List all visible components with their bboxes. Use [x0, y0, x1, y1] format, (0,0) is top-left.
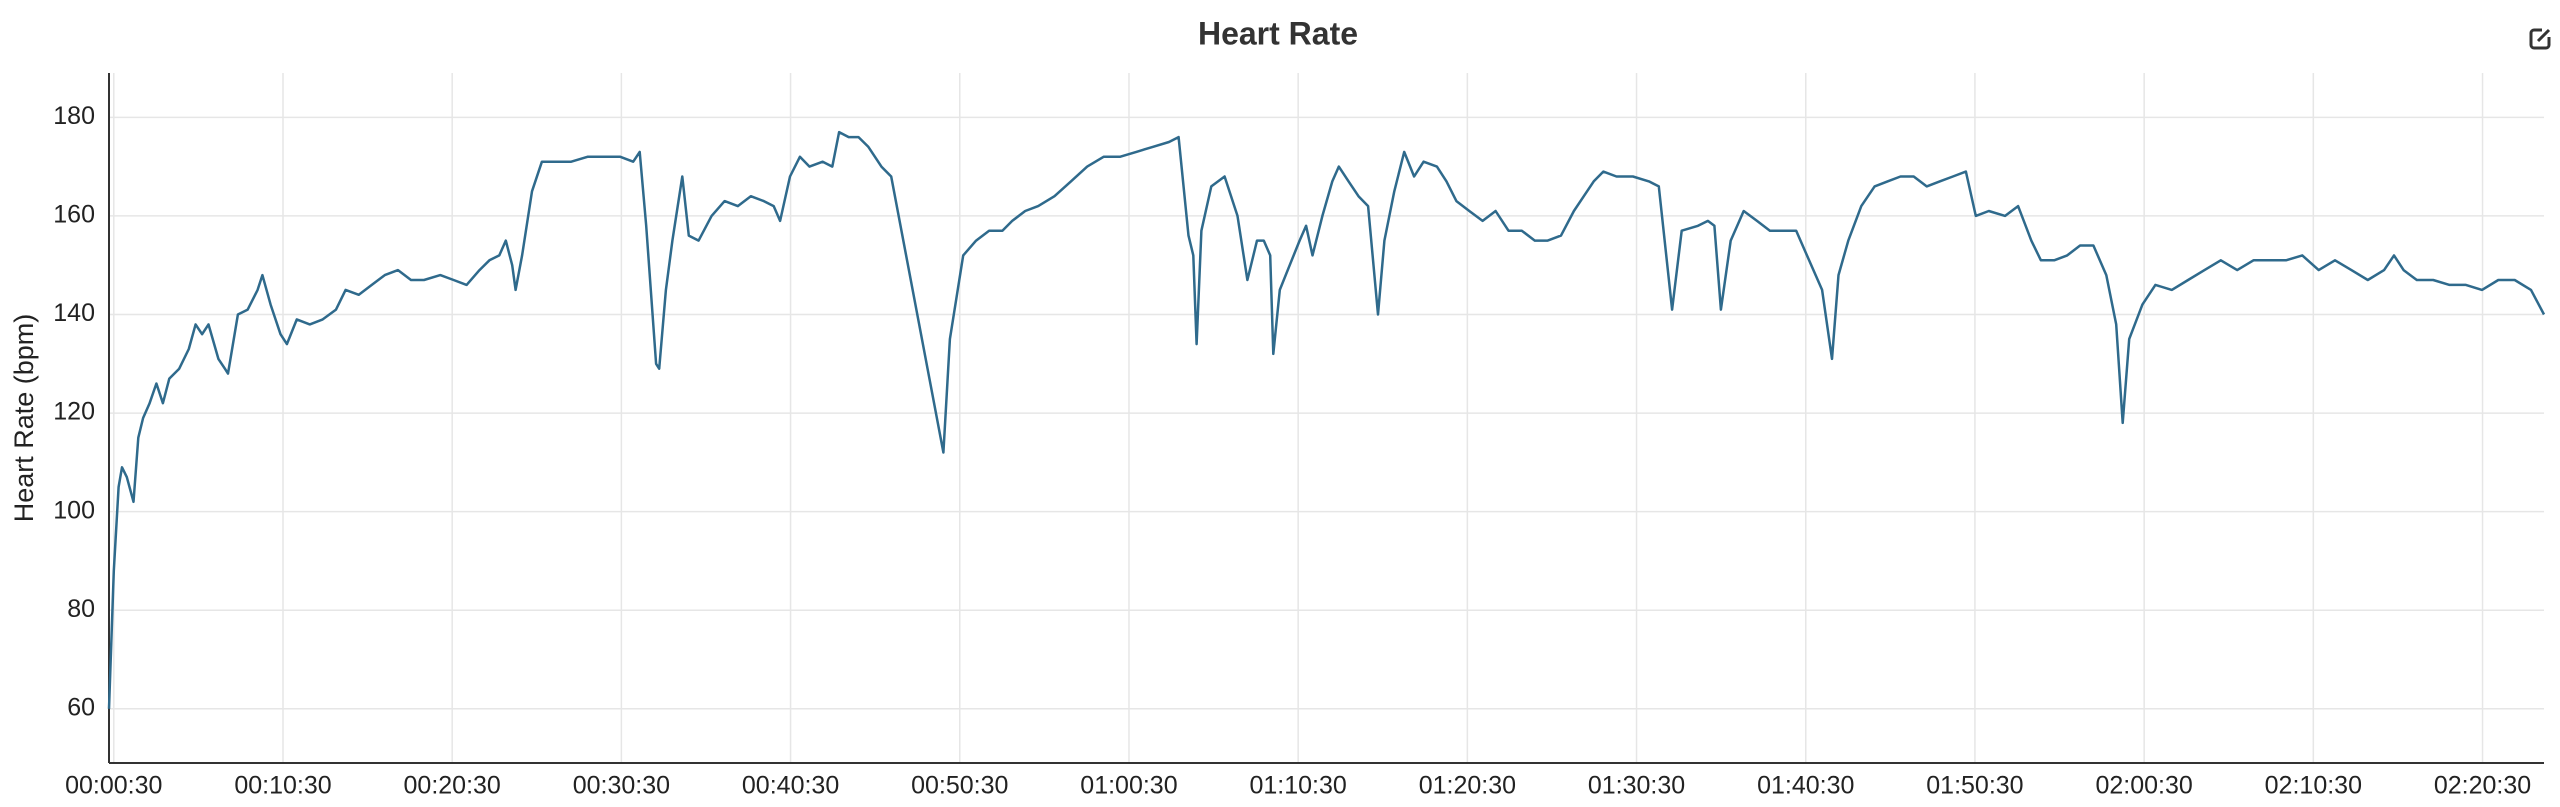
x-tick-label: 01:30:30 [1588, 772, 1685, 800]
y-tick-label: 80 [67, 595, 95, 623]
x-tick-label: 00:10:30 [234, 772, 331, 800]
edit-icon[interactable] [2529, 28, 2551, 50]
x-tick-label: 00:40:30 [742, 772, 839, 800]
y-tick-label: 140 [53, 299, 95, 327]
y-tick-label: 60 [67, 693, 95, 721]
line [107, 130, 2546, 709]
x-tick-label: 00:30:30 [573, 772, 670, 800]
x-tick-label: 01:00:30 [1080, 772, 1177, 800]
x-tick-label: 02:00:30 [2095, 772, 2192, 800]
y-tick-label: 160 [53, 201, 95, 229]
x-tick-label: 02:10:30 [2265, 772, 2362, 800]
y-tick-label: 120 [53, 398, 95, 426]
x-tick-label: 00:50:30 [911, 772, 1008, 800]
x-tick-label: 02:20:30 [2434, 772, 2531, 800]
y-axis-label: Heart Rate (bpm) [9, 314, 39, 523]
x-tick-label: 01:50:30 [1926, 772, 2023, 800]
x-tick-label: 01:40:30 [1757, 772, 1854, 800]
y-tick-label: 100 [53, 496, 95, 524]
x-tick-label: 00:20:30 [404, 772, 501, 800]
x-tick-label: 01:20:30 [1419, 772, 1516, 800]
x-tick-label: 01:10:30 [1249, 772, 1346, 800]
y-tick-label: 180 [53, 102, 95, 130]
chart-title: Heart Rate [1198, 15, 1358, 51]
x-tick-label: 00:00:30 [65, 772, 162, 800]
